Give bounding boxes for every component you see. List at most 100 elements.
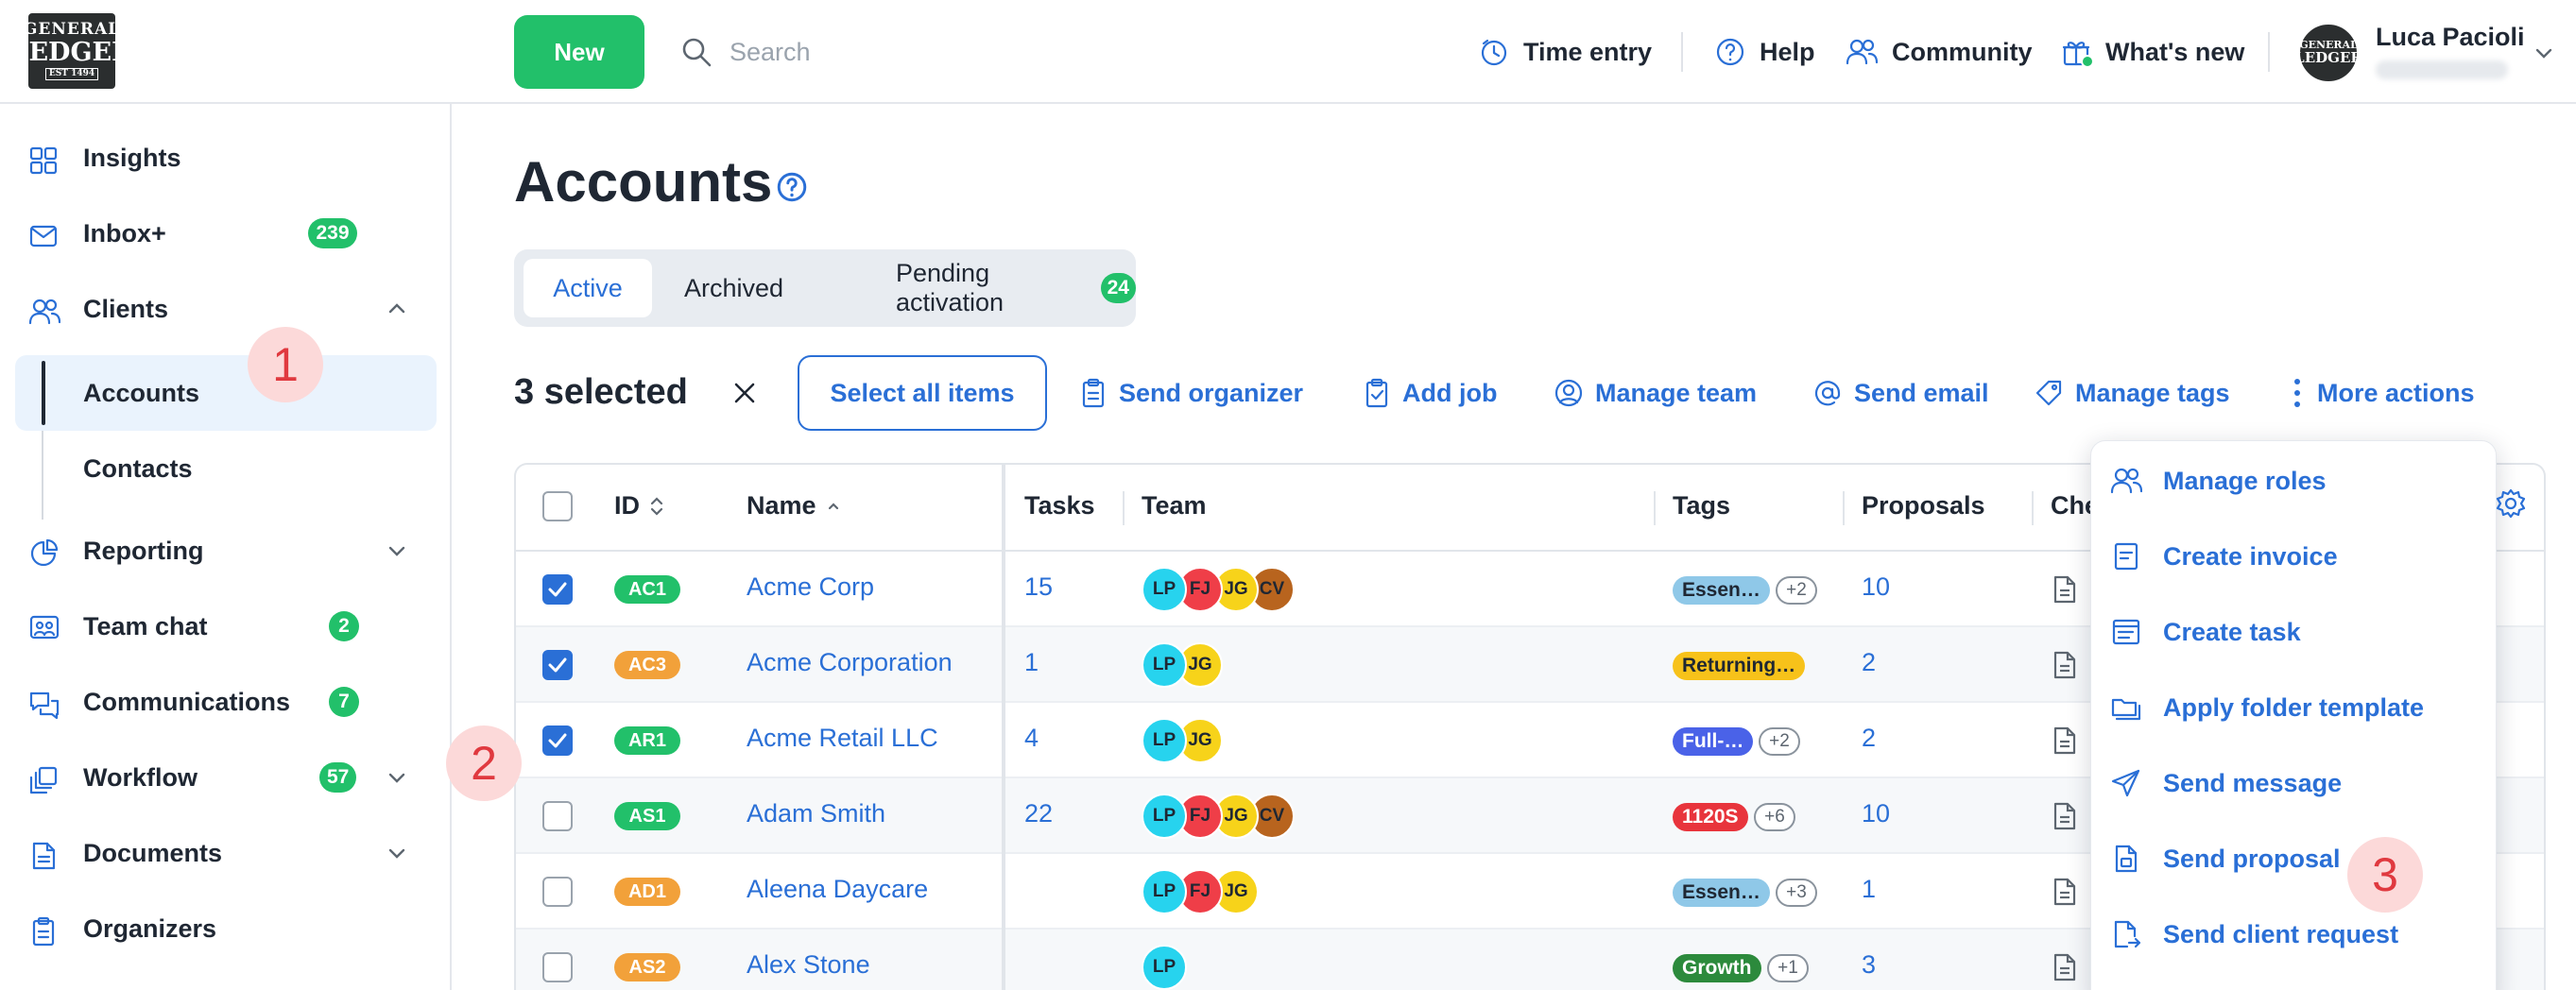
account-name-link[interactable]: Aleena Daycare	[747, 875, 929, 903]
sidebar-item-documents[interactable]: Documents	[0, 820, 452, 886]
proposals-count-link[interactable]: 2	[1862, 724, 1877, 752]
account-name-link[interactable]: Adam Smith	[747, 799, 886, 828]
proposals-count-link[interactable]: 10	[1862, 799, 1891, 828]
account-name-link[interactable]: Acme Retail LLC	[747, 724, 938, 752]
whats-new-link[interactable]: What's new	[2060, 28, 2244, 76]
team-member-avatar[interactable]: LP	[1142, 567, 1187, 612]
team-member-avatar[interactable]: JG	[1177, 642, 1223, 688]
manage-team-button[interactable]: Manage team	[1554, 374, 1757, 412]
table-row[interactable]: AC1 Acme Corp 15 LP FJ JG CV Essen… +2 10	[516, 552, 2544, 627]
sidebar-item-communications[interactable]: Communications 7	[0, 669, 452, 735]
row-checkbox[interactable]	[542, 650, 573, 680]
team-member-avatar[interactable]: LP	[1142, 945, 1187, 990]
select-all-checkbox[interactable]	[542, 491, 573, 521]
more-tags-badge[interactable]: +6	[1754, 803, 1795, 831]
column-tags[interactable]: Tags	[1673, 491, 1731, 520]
chevron-down-icon[interactable]	[386, 842, 408, 864]
team-member-avatar[interactable]: LP	[1142, 718, 1187, 763]
checklist-document-icon[interactable]	[2051, 877, 2079, 907]
menu-item-apply-folder-template[interactable]: Apply folder template	[2110, 679, 2488, 736]
sidebar-item-clients[interactable]: Clients	[0, 276, 452, 342]
tag-badge[interactable]: Returning…	[1673, 652, 1806, 680]
row-checkbox[interactable]	[542, 952, 573, 982]
more-actions-button[interactable]: More actions	[2289, 374, 2475, 412]
company-logo[interactable]: GENERAL LEDGER EST 1494	[10, 13, 133, 89]
column-name[interactable]: Name	[747, 491, 841, 521]
team-member-avatar[interactable]: FJ	[1177, 794, 1223, 839]
sidebar-subitem-accounts[interactable]: Accounts	[15, 355, 437, 431]
tag-badge[interactable]: Full-…	[1673, 727, 1754, 756]
proposals-count-link[interactable]: 3	[1862, 950, 1877, 979]
account-name-link[interactable]: Acme Corporation	[747, 648, 953, 676]
checklist-document-icon[interactable]	[2051, 952, 2079, 982]
account-name-link[interactable]: Acme Corp	[747, 572, 875, 601]
send-organizer-button[interactable]: Send organizer	[1079, 374, 1303, 412]
more-tags-badge[interactable]: +1	[1767, 954, 1809, 982]
community-link[interactable]: Community	[1845, 28, 2033, 76]
tab-pending-activation[interactable]: Pending activation 24	[896, 259, 1136, 317]
help-icon[interactable]	[775, 170, 809, 204]
chevron-down-icon[interactable]	[386, 539, 408, 562]
tag-badge[interactable]: Growth	[1673, 954, 1761, 982]
sidebar-item-organizers[interactable]: Organizers	[0, 896, 452, 962]
tag-badge[interactable]: 1120S	[1673, 803, 1748, 831]
tag-badge[interactable]: Essen…	[1673, 879, 1770, 907]
tab-active[interactable]: Active	[524, 259, 652, 317]
menu-item-manage-roles[interactable]: Manage roles	[2110, 452, 2488, 509]
sidebar-item-inbox[interactable]: Inbox+ 239	[0, 200, 452, 266]
checklist-document-icon[interactable]	[2051, 801, 2079, 831]
team-member-avatar[interactable]: LP	[1142, 869, 1187, 914]
menu-item-send-client-request[interactable]: Send client request	[2110, 906, 2488, 963]
checklist-document-icon[interactable]	[2051, 574, 2079, 605]
tab-archived[interactable]: Archived	[684, 273, 784, 302]
search-input[interactable]: Search	[730, 37, 811, 66]
account-name-link[interactable]: Alex Stone	[747, 950, 870, 979]
menu-item-create-invoice[interactable]: Create invoice	[2110, 528, 2488, 585]
column-tasks[interactable]: Tasks	[1024, 491, 1095, 520]
add-job-button[interactable]: Add job	[1363, 374, 1497, 412]
search-box[interactable]: Search	[680, 28, 811, 76]
new-button[interactable]: New	[514, 15, 644, 89]
sidebar-item-insights[interactable]: Insights	[0, 125, 452, 191]
table-row[interactable]: AR1 Acme Retail LLC 4 LP JG Full-… +2 2	[516, 703, 2544, 778]
menu-item-send-proposal[interactable]: Send proposal	[2110, 830, 2488, 887]
proposals-count-link[interactable]: 10	[1862, 572, 1891, 601]
sidebar-subitem-contacts[interactable]: Contacts	[15, 431, 437, 506]
help-link[interactable]: Help	[1714, 28, 1815, 76]
proposals-count-link[interactable]: 2	[1862, 648, 1877, 676]
sidebar-item-team-chat[interactable]: Team chat 2	[0, 593, 452, 659]
send-email-button[interactable]: Send email	[1812, 374, 1989, 412]
column-proposals[interactable]: Proposals	[1862, 491, 1985, 520]
tasks-count-link[interactable]: 4	[1024, 724, 1039, 752]
checklist-document-icon[interactable]	[2051, 650, 2079, 680]
close-icon[interactable]	[731, 380, 758, 406]
column-team[interactable]: Team	[1142, 491, 1207, 520]
team-member-avatar[interactable]: JG	[1177, 718, 1223, 763]
tasks-count-link[interactable]: 15	[1024, 572, 1054, 601]
gear-icon[interactable]	[2495, 487, 2527, 520]
tasks-count-link[interactable]: 1	[1024, 648, 1039, 676]
row-checkbox[interactable]	[542, 877, 573, 907]
menu-item-send-message[interactable]: Send message	[2110, 755, 2488, 811]
table-row[interactable]: AD1 Aleena Daycare LP FJ JG Essen… +3 1	[516, 854, 2544, 930]
time-entry-link[interactable]: Time entry	[1478, 28, 1652, 76]
team-member-avatar[interactable]: LP	[1142, 642, 1187, 688]
checklist-document-icon[interactable]	[2051, 725, 2079, 756]
row-checkbox[interactable]	[542, 574, 573, 605]
menu-item-create-task[interactable]: Create task	[2110, 604, 2488, 660]
tag-badge[interactable]: Essen…	[1673, 576, 1770, 605]
more-tags-badge[interactable]: +2	[1759, 727, 1800, 756]
more-tags-badge[interactable]: +3	[1776, 879, 1817, 907]
chevron-down-icon[interactable]	[386, 766, 408, 789]
user-menu[interactable]: GENERAL LEDGER Luca Pacioli	[2294, 19, 2553, 85]
manage-tags-button[interactable]: Manage tags	[2034, 374, 2230, 412]
row-checkbox[interactable]	[542, 725, 573, 756]
select-all-button[interactable]: Select all items	[798, 355, 1047, 431]
column-id[interactable]: ID	[614, 491, 664, 521]
sidebar-item-reporting[interactable]: Reporting	[0, 518, 452, 584]
row-checkbox[interactable]	[542, 801, 573, 831]
proposals-count-link[interactable]: 1	[1862, 875, 1877, 903]
chevron-up-icon[interactable]	[386, 298, 408, 320]
sidebar-item-workflow[interactable]: Workflow 57	[0, 744, 452, 811]
team-member-avatar[interactable]: LP	[1142, 794, 1187, 839]
